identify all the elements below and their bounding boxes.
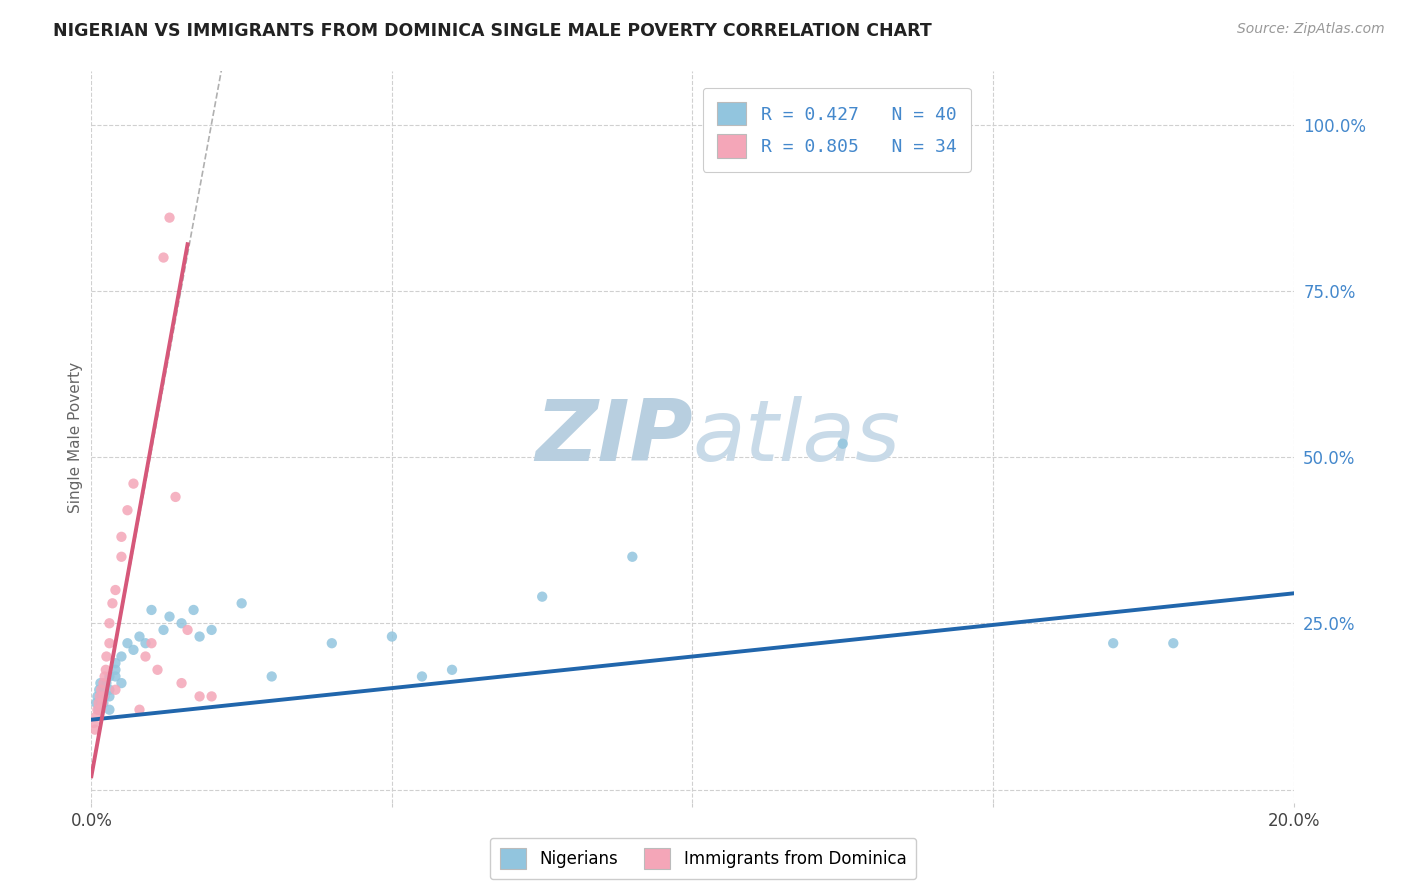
Point bbox=[96, 649, 118, 664]
Point bbox=[93, 676, 115, 690]
Point bbox=[128, 703, 150, 717]
Text: Source: ZipAtlas.com: Source: ZipAtlas.com bbox=[1237, 22, 1385, 37]
Point bbox=[83, 716, 105, 731]
Point bbox=[381, 630, 404, 644]
Point bbox=[531, 590, 554, 604]
Point bbox=[84, 696, 107, 710]
Point bbox=[90, 682, 112, 697]
Point bbox=[1161, 636, 1184, 650]
Point bbox=[98, 616, 121, 631]
Text: atlas: atlas bbox=[692, 395, 900, 479]
Point bbox=[98, 636, 121, 650]
Point bbox=[84, 709, 107, 723]
Point bbox=[165, 490, 187, 504]
Point bbox=[104, 682, 127, 697]
Point bbox=[128, 630, 150, 644]
Point bbox=[134, 649, 156, 664]
Point bbox=[621, 549, 644, 564]
Point bbox=[183, 603, 205, 617]
Point bbox=[159, 211, 181, 225]
Point bbox=[159, 609, 181, 624]
Point bbox=[104, 669, 127, 683]
Point bbox=[93, 682, 115, 697]
Point bbox=[321, 636, 343, 650]
Point bbox=[91, 696, 114, 710]
Point bbox=[93, 669, 115, 683]
Point bbox=[104, 582, 127, 597]
Point bbox=[141, 603, 163, 617]
Point bbox=[170, 676, 193, 690]
Point bbox=[94, 663, 117, 677]
Point bbox=[122, 476, 145, 491]
Point bbox=[98, 669, 121, 683]
Point bbox=[89, 690, 111, 704]
Point bbox=[411, 669, 433, 683]
Point bbox=[93, 696, 115, 710]
Point bbox=[90, 696, 112, 710]
Point bbox=[1102, 636, 1125, 650]
Point bbox=[90, 690, 112, 704]
Text: NIGERIAN VS IMMIGRANTS FROM DOMINICA SINGLE MALE POVERTY CORRELATION CHART: NIGERIAN VS IMMIGRANTS FROM DOMINICA SIN… bbox=[53, 22, 932, 40]
Point bbox=[86, 690, 108, 704]
Point bbox=[152, 251, 174, 265]
Point bbox=[152, 623, 174, 637]
Point bbox=[201, 623, 224, 637]
Point bbox=[110, 530, 132, 544]
Point bbox=[87, 703, 110, 717]
Point bbox=[117, 503, 139, 517]
Point bbox=[110, 549, 132, 564]
Point bbox=[176, 623, 198, 637]
Point bbox=[134, 636, 156, 650]
Point bbox=[104, 663, 127, 677]
Point bbox=[231, 596, 253, 610]
Y-axis label: Single Male Poverty: Single Male Poverty bbox=[67, 361, 83, 513]
Point bbox=[170, 616, 193, 631]
Point bbox=[201, 690, 224, 704]
Point bbox=[86, 703, 108, 717]
Point bbox=[93, 690, 115, 704]
Point bbox=[117, 636, 139, 650]
Point bbox=[98, 703, 121, 717]
Point bbox=[98, 682, 121, 697]
Point bbox=[110, 649, 132, 664]
Point bbox=[440, 663, 463, 677]
Point bbox=[188, 630, 211, 644]
Point bbox=[101, 596, 124, 610]
Point bbox=[188, 690, 211, 704]
Point bbox=[98, 690, 121, 704]
Point bbox=[831, 436, 853, 450]
Legend: Nigerians, Immigrants from Dominica: Nigerians, Immigrants from Dominica bbox=[489, 838, 917, 880]
Point bbox=[104, 656, 127, 670]
Point bbox=[84, 723, 107, 737]
Point bbox=[122, 643, 145, 657]
Text: ZIP: ZIP bbox=[534, 395, 692, 479]
Point bbox=[260, 669, 283, 683]
Point bbox=[96, 676, 118, 690]
Point bbox=[146, 663, 169, 677]
Point bbox=[110, 676, 132, 690]
Point bbox=[89, 682, 111, 697]
Legend: R = 0.427   N = 40, R = 0.805   N = 34: R = 0.427 N = 40, R = 0.805 N = 34 bbox=[703, 87, 970, 172]
Point bbox=[93, 690, 115, 704]
Point bbox=[89, 703, 111, 717]
Point bbox=[141, 636, 163, 650]
Point bbox=[87, 696, 110, 710]
Point bbox=[89, 676, 111, 690]
